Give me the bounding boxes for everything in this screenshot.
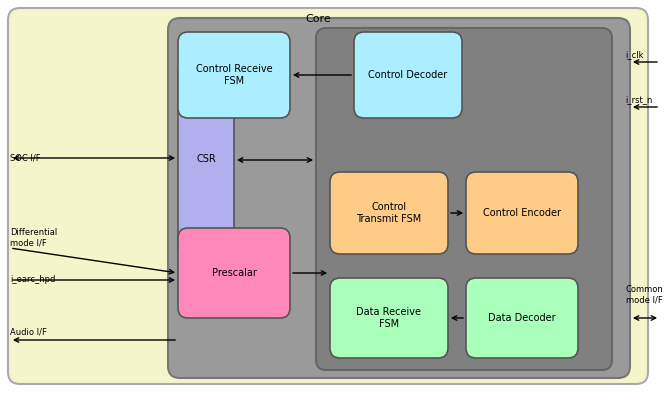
- FancyBboxPatch shape: [330, 172, 448, 254]
- Text: Common
mode I/F: Common mode I/F: [626, 285, 664, 305]
- Text: Control Encoder: Control Encoder: [483, 208, 561, 218]
- Text: Data Receive
FSM: Data Receive FSM: [356, 307, 422, 329]
- Text: Data Decoder: Data Decoder: [488, 313, 556, 323]
- Text: Audio I/F: Audio I/F: [10, 327, 47, 336]
- Text: SOC I/F: SOC I/F: [10, 154, 41, 162]
- Text: Control Decoder: Control Decoder: [368, 70, 448, 80]
- Text: Control
Transmit FSM: Control Transmit FSM: [356, 202, 422, 224]
- Text: i_rst_n: i_rst_n: [625, 95, 653, 104]
- FancyBboxPatch shape: [330, 278, 448, 358]
- FancyBboxPatch shape: [8, 8, 648, 384]
- Text: Core: Core: [305, 14, 331, 24]
- Text: CSR: CSR: [196, 154, 216, 164]
- Text: Differential
mode I/F: Differential mode I/F: [10, 228, 57, 248]
- Text: i_clk: i_clk: [625, 50, 643, 59]
- Text: Control Receive
FSM: Control Receive FSM: [196, 64, 272, 86]
- Text: Prescalar: Prescalar: [212, 268, 256, 278]
- FancyBboxPatch shape: [354, 32, 462, 118]
- FancyBboxPatch shape: [466, 278, 578, 358]
- FancyBboxPatch shape: [316, 28, 612, 370]
- FancyBboxPatch shape: [168, 18, 630, 378]
- FancyBboxPatch shape: [178, 60, 234, 258]
- Text: i_earc_hpd: i_earc_hpd: [10, 275, 55, 284]
- FancyBboxPatch shape: [178, 228, 290, 318]
- FancyBboxPatch shape: [466, 172, 578, 254]
- FancyBboxPatch shape: [178, 32, 290, 118]
